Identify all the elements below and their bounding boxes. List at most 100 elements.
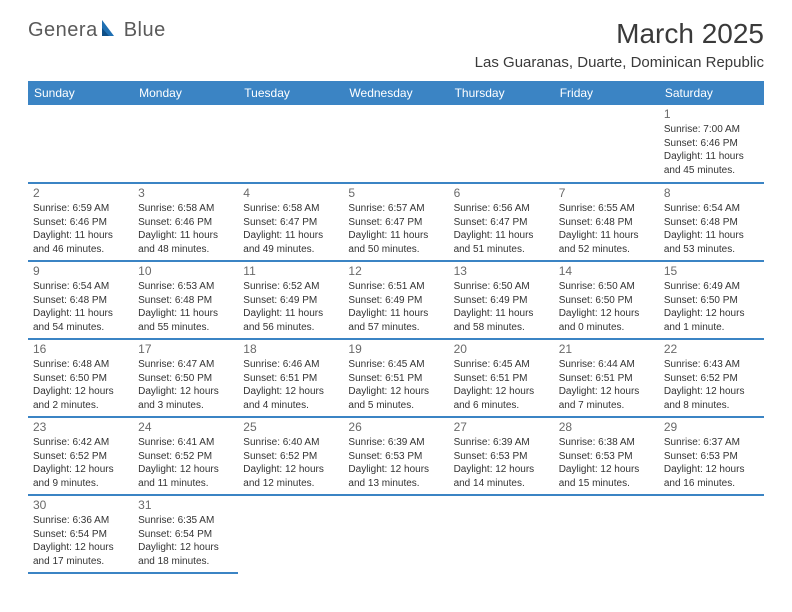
day-number: 4: [243, 185, 338, 201]
calendar-day-cell: [28, 105, 133, 183]
day-number: 25: [243, 419, 338, 435]
sunrise-line: Sunrise: 6:56 AM: [454, 202, 549, 216]
daylight-line: Daylight: 12 hours and 7 minutes.: [559, 385, 654, 412]
day-number: 18: [243, 341, 338, 357]
calendar-day-cell: [343, 495, 448, 573]
sunrise-line: Sunrise: 6:54 AM: [664, 202, 759, 216]
sunrise-line: Sunrise: 6:53 AM: [138, 280, 233, 294]
calendar-day-cell: 24Sunrise: 6:41 AMSunset: 6:52 PMDayligh…: [133, 417, 238, 495]
calendar-day-cell: 31Sunrise: 6:35 AMSunset: 6:54 PMDayligh…: [133, 495, 238, 573]
calendar-week-row: 16Sunrise: 6:48 AMSunset: 6:50 PMDayligh…: [28, 339, 764, 417]
daylight-line: Daylight: 12 hours and 1 minute.: [664, 307, 759, 334]
daylight-line: Daylight: 11 hours and 49 minutes.: [243, 229, 338, 256]
sunset-line: Sunset: 6:50 PM: [559, 294, 654, 308]
day-number: 11: [243, 263, 338, 279]
daylight-line: Daylight: 12 hours and 14 minutes.: [454, 463, 549, 490]
sunset-line: Sunset: 6:46 PM: [138, 216, 233, 230]
sunset-line: Sunset: 6:48 PM: [559, 216, 654, 230]
sunrise-line: Sunrise: 6:58 AM: [138, 202, 233, 216]
sunset-line: Sunset: 6:49 PM: [243, 294, 338, 308]
calendar-table: Sunday Monday Tuesday Wednesday Thursday…: [28, 81, 764, 574]
title-block: March 2025 Las Guaranas, Duarte, Dominic…: [475, 18, 764, 71]
daylight-line: Daylight: 11 hours and 54 minutes.: [33, 307, 128, 334]
sunset-line: Sunset: 6:50 PM: [138, 372, 233, 386]
day-header-sat: Saturday: [659, 81, 764, 105]
daylight-line: Daylight: 12 hours and 4 minutes.: [243, 385, 338, 412]
calendar-day-cell: 7Sunrise: 6:55 AMSunset: 6:48 PMDaylight…: [554, 183, 659, 261]
day-number: 29: [664, 419, 759, 435]
day-header-tue: Tuesday: [238, 81, 343, 105]
calendar-day-cell: 22Sunrise: 6:43 AMSunset: 6:52 PMDayligh…: [659, 339, 764, 417]
sunset-line: Sunset: 6:50 PM: [33, 372, 128, 386]
sunset-line: Sunset: 6:49 PM: [348, 294, 443, 308]
month-title: March 2025: [475, 18, 764, 50]
sunrise-line: Sunrise: 6:42 AM: [33, 436, 128, 450]
calendar-day-cell: 26Sunrise: 6:39 AMSunset: 6:53 PMDayligh…: [343, 417, 448, 495]
day-header-fri: Friday: [554, 81, 659, 105]
calendar-day-cell: [659, 495, 764, 573]
day-number: 31: [138, 497, 233, 513]
sunrise-line: Sunrise: 6:52 AM: [243, 280, 338, 294]
day-number: 13: [454, 263, 549, 279]
day-number: 26: [348, 419, 443, 435]
day-number: 9: [33, 263, 128, 279]
day-number: 23: [33, 419, 128, 435]
calendar-day-cell: [449, 495, 554, 573]
sunset-line: Sunset: 6:53 PM: [454, 450, 549, 464]
sunrise-line: Sunrise: 6:49 AM: [664, 280, 759, 294]
sunset-line: Sunset: 6:51 PM: [243, 372, 338, 386]
day-number: 30: [33, 497, 128, 513]
daylight-line: Daylight: 11 hours and 48 minutes.: [138, 229, 233, 256]
sunrise-line: Sunrise: 6:51 AM: [348, 280, 443, 294]
calendar-day-cell: 17Sunrise: 6:47 AMSunset: 6:50 PMDayligh…: [133, 339, 238, 417]
sunset-line: Sunset: 6:54 PM: [33, 528, 128, 542]
calendar-week-row: 9Sunrise: 6:54 AMSunset: 6:48 PMDaylight…: [28, 261, 764, 339]
daylight-line: Daylight: 11 hours and 56 minutes.: [243, 307, 338, 334]
brand-logo: Genera Blue: [28, 18, 166, 43]
calendar-day-cell: 15Sunrise: 6:49 AMSunset: 6:50 PMDayligh…: [659, 261, 764, 339]
day-number: 21: [559, 341, 654, 357]
calendar-header-row: Sunday Monday Tuesday Wednesday Thursday…: [28, 81, 764, 105]
calendar-day-cell: 8Sunrise: 6:54 AMSunset: 6:48 PMDaylight…: [659, 183, 764, 261]
sunset-line: Sunset: 6:52 PM: [33, 450, 128, 464]
day-header-mon: Monday: [133, 81, 238, 105]
daylight-line: Daylight: 12 hours and 16 minutes.: [664, 463, 759, 490]
daylight-line: Daylight: 12 hours and 11 minutes.: [138, 463, 233, 490]
day-number: 24: [138, 419, 233, 435]
calendar-day-cell: [238, 495, 343, 573]
daylight-line: Daylight: 11 hours and 45 minutes.: [664, 150, 759, 177]
day-header-sun: Sunday: [28, 81, 133, 105]
calendar-day-cell: 10Sunrise: 6:53 AMSunset: 6:48 PMDayligh…: [133, 261, 238, 339]
daylight-line: Daylight: 12 hours and 9 minutes.: [33, 463, 128, 490]
calendar-day-cell: 14Sunrise: 6:50 AMSunset: 6:50 PMDayligh…: [554, 261, 659, 339]
day-number: 14: [559, 263, 654, 279]
day-number: 6: [454, 185, 549, 201]
sunset-line: Sunset: 6:52 PM: [243, 450, 338, 464]
logo-text-part1: Genera: [28, 19, 98, 42]
day-number: 12: [348, 263, 443, 279]
calendar-day-cell: 3Sunrise: 6:58 AMSunset: 6:46 PMDaylight…: [133, 183, 238, 261]
sunset-line: Sunset: 6:51 PM: [559, 372, 654, 386]
sunset-line: Sunset: 6:53 PM: [559, 450, 654, 464]
sunrise-line: Sunrise: 6:46 AM: [243, 358, 338, 372]
sunset-line: Sunset: 6:53 PM: [348, 450, 443, 464]
day-number: 15: [664, 263, 759, 279]
sunrise-line: Sunrise: 6:45 AM: [454, 358, 549, 372]
daylight-line: Daylight: 12 hours and 17 minutes.: [33, 541, 128, 568]
sunset-line: Sunset: 6:51 PM: [454, 372, 549, 386]
daylight-line: Daylight: 11 hours and 51 minutes.: [454, 229, 549, 256]
calendar-day-cell: [554, 105, 659, 183]
day-header-wed: Wednesday: [343, 81, 448, 105]
logo-sail-icon: [100, 18, 122, 43]
daylight-line: Daylight: 11 hours and 50 minutes.: [348, 229, 443, 256]
day-number: 27: [454, 419, 549, 435]
logo-text-part2: Blue: [124, 19, 166, 42]
day-number: 8: [664, 185, 759, 201]
daylight-line: Daylight: 11 hours and 52 minutes.: [559, 229, 654, 256]
calendar-day-cell: 12Sunrise: 6:51 AMSunset: 6:49 PMDayligh…: [343, 261, 448, 339]
calendar-day-cell: [343, 105, 448, 183]
sunset-line: Sunset: 6:46 PM: [33, 216, 128, 230]
day-header-thu: Thursday: [449, 81, 554, 105]
calendar-body: 1Sunrise: 7:00 AMSunset: 6:46 PMDaylight…: [28, 105, 764, 573]
calendar-day-cell: 20Sunrise: 6:45 AMSunset: 6:51 PMDayligh…: [449, 339, 554, 417]
